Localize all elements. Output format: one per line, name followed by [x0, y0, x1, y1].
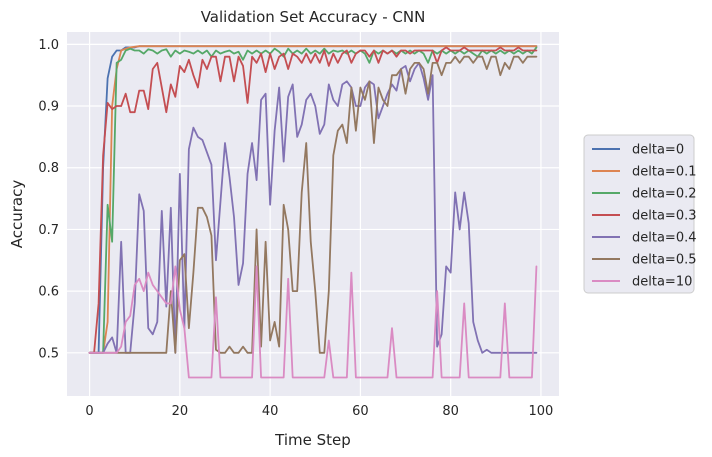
x-axis-label: Time Step: [274, 431, 351, 449]
series-lines: [88, 45, 538, 379]
legend-label: delta=0.4: [632, 231, 697, 246]
y-tick-labels: 0.5 0.6 0.7 0.8 0.9 1.0: [38, 38, 59, 361]
x-tick-labels: 0 20 40 60 80 100: [85, 404, 553, 419]
legend-label: delta=0.1: [632, 165, 697, 180]
x-tick-label: 20: [172, 404, 189, 419]
y-axis-label: Accuracy: [8, 180, 26, 249]
chart-title: Validation Set Accuracy - CNN: [201, 8, 426, 26]
series-line-3: [88, 46, 538, 354]
legend-box: [583, 134, 695, 294]
y-tick-label: 1.0: [38, 38, 59, 53]
legend: delta=0 delta=0.1 delta=0.2 delta=0.3 delta=…: [583, 134, 697, 294]
x-tick-label: 80: [442, 404, 459, 419]
y-tick-label: 0.9: [38, 100, 59, 115]
plot-background: [67, 32, 559, 396]
legend-label: delta=0.3: [632, 209, 697, 224]
x-tick-label: 60: [352, 404, 369, 419]
series-line-5: [88, 55, 538, 354]
y-tick-label: 0.6: [38, 285, 59, 300]
legend-label: delta=0.2: [632, 187, 697, 202]
x-tick-label: 40: [262, 404, 279, 419]
y-tick-label: 0.5: [38, 346, 59, 361]
series-line-2: [88, 46, 538, 354]
legend-label: delta=0: [632, 143, 684, 158]
series-line-4: [88, 61, 538, 354]
legend-label: delta=10: [632, 275, 692, 290]
y-tick-label: 0.8: [38, 161, 59, 176]
series-line-1: [88, 45, 538, 354]
legend-label: delta=0.5: [632, 253, 697, 268]
x-tick-label: 0: [85, 404, 93, 419]
series-line-6: [88, 265, 538, 379]
y-tick-label: 0.7: [38, 223, 59, 238]
x-tick-label: 100: [529, 404, 554, 419]
